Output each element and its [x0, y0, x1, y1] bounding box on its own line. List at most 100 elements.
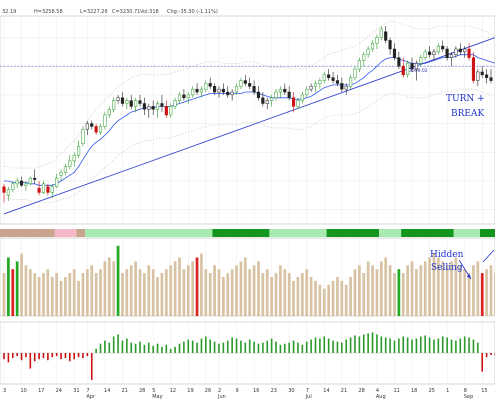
volume-bar	[191, 261, 195, 316]
volume-bar	[314, 280, 317, 316]
oscillator-bar	[235, 338, 238, 353]
oscillator-bar	[73, 353, 75, 360]
x-tick-label: 18	[411, 388, 417, 394]
volume-bar	[279, 265, 282, 316]
oscillator-bar	[411, 339, 413, 353]
volume-bar	[296, 277, 300, 316]
candle-body	[406, 63, 410, 76]
volume-bar	[15, 261, 19, 316]
oscillator-bar	[437, 338, 440, 353]
volume-bar	[125, 269, 129, 316]
oscillator-bar	[490, 353, 492, 356]
oscillator-bar	[213, 341, 216, 353]
candle-body	[392, 48, 397, 58]
volume-bar	[134, 261, 137, 316]
x-tick-label: 12	[170, 388, 176, 394]
oscillator-bar	[433, 339, 435, 353]
volume-bar	[318, 284, 322, 316]
candle-body	[98, 126, 103, 133]
candle-body	[296, 100, 300, 107]
candle-body	[186, 94, 190, 99]
candle-body	[11, 183, 15, 190]
volume-bar	[397, 269, 401, 316]
volume-bar	[322, 288, 326, 316]
volume-bar	[169, 265, 173, 316]
oscillator-bar	[275, 341, 277, 353]
oscillator-bar	[147, 342, 150, 353]
oscillator-bar	[139, 341, 141, 353]
candle-body	[274, 91, 278, 99]
oscillator-bar	[323, 336, 326, 353]
candle-body	[15, 180, 19, 185]
candle-body	[357, 60, 361, 70]
volume-bar	[472, 265, 475, 316]
oscillator-bar	[95, 348, 97, 353]
candle-body	[388, 40, 392, 50]
volume-bar	[160, 273, 164, 316]
oscillator-bar	[424, 335, 426, 353]
oscillator-bar	[226, 340, 229, 353]
candle-body	[410, 63, 414, 70]
candle-body	[50, 186, 54, 193]
volume-bar	[292, 280, 295, 316]
volume-bar	[349, 277, 352, 316]
regime-segment	[379, 229, 401, 237]
volume-bar	[121, 273, 124, 316]
x-tick-label: 10	[21, 388, 27, 394]
header-cell-1: H=3258.58	[34, 9, 63, 15]
candle-body	[300, 94, 304, 101]
oscillator-bar	[33, 353, 36, 362]
candle-body	[331, 77, 335, 81]
oscillator-bar	[60, 353, 62, 360]
volume-bar	[327, 284, 331, 316]
volume-bar	[248, 269, 252, 316]
regime-segment	[269, 229, 327, 237]
candle-body	[344, 86, 348, 90]
x-tick-label: 19	[187, 388, 193, 394]
annotation-hidden-line2: Selling	[431, 263, 463, 273]
oscillator-bar	[266, 340, 269, 353]
oscillator-panel-border	[0, 321, 495, 385]
oscillator-bar	[117, 334, 119, 353]
volume-bar	[86, 269, 89, 316]
volume-bar	[463, 269, 467, 316]
volume-bar	[143, 273, 146, 316]
volume-bar	[173, 261, 177, 316]
x-tick-label: 5	[152, 388, 155, 394]
volume-bar	[243, 257, 247, 316]
candle-body	[142, 103, 146, 110]
oscillator-bar	[468, 337, 470, 353]
oscillator-bar	[64, 353, 67, 359]
candle-body	[458, 48, 462, 53]
volume-bar	[366, 261, 370, 316]
candle-body	[81, 129, 85, 144]
candle-body	[33, 177, 37, 180]
volume-bar	[432, 253, 436, 316]
x-tick-label: 28	[358, 388, 364, 394]
volume-bar	[393, 273, 396, 316]
candle-body	[19, 180, 24, 186]
volume-bar	[37, 277, 41, 316]
volume-bar	[178, 257, 181, 316]
volume-bar	[406, 265, 409, 316]
candle-body	[305, 88, 309, 96]
header-cell-0: 32.19	[2, 9, 16, 15]
oscillator-bar	[7, 353, 10, 363]
candle-body	[423, 51, 427, 58]
oscillator-bar	[371, 332, 374, 353]
oscillator-bar	[25, 353, 27, 358]
volume-bar	[46, 269, 50, 316]
oscillator-bar	[108, 342, 111, 353]
volume-bar	[270, 277, 273, 316]
x-month-label: Jul	[305, 394, 312, 400]
volume-bar	[200, 253, 203, 316]
volume-bar	[235, 265, 238, 316]
volume-bar	[230, 269, 234, 316]
panel-borders	[0, 15, 495, 385]
candle-body	[327, 74, 331, 78]
candle-body	[252, 86, 256, 93]
candle-body	[471, 57, 476, 81]
candle-body	[489, 77, 493, 81]
candle-body	[147, 106, 151, 110]
quote-header: 32.19 H=3258.58 L=3227.26 C=3230.71 Vol:…	[2, 9, 218, 15]
